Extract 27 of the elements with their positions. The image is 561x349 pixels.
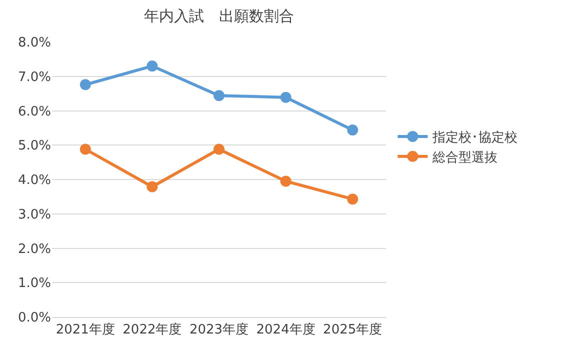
point xyxy=(214,144,224,155)
point xyxy=(214,90,224,102)
x-tick-label: 2022年度 xyxy=(122,322,182,338)
y-tick-label: 3.0% xyxy=(18,207,51,222)
point xyxy=(80,144,91,155)
y-tick-label: 2.0% xyxy=(18,242,51,257)
point xyxy=(146,181,158,192)
x-tick-label: 2023年度 xyxy=(189,322,249,338)
point xyxy=(146,60,158,72)
point xyxy=(347,194,358,205)
point xyxy=(280,176,292,187)
x-tick-label: 2024年度 xyxy=(256,322,316,338)
point xyxy=(280,92,292,103)
chart-title: 年内入試 出願数割合 xyxy=(144,6,294,25)
x-tick-label: 2025年度 xyxy=(323,322,382,338)
y-tick-label: 7.0% xyxy=(18,70,51,85)
y-tick-label: 1.0% xyxy=(18,276,51,292)
y-tick-label: 6.0% xyxy=(18,104,51,120)
legend-label: 総合型選抜 xyxy=(432,150,498,166)
y-tick-label: 5.0% xyxy=(18,138,51,154)
x-tick-label: 2021年度 xyxy=(56,322,115,338)
y-tick-label: 8.0% xyxy=(18,36,51,51)
y-tick-label: 4.0% xyxy=(18,173,51,188)
y-tick-label: 0.0% xyxy=(18,310,51,326)
point xyxy=(80,79,91,90)
legend-label: 指定校･協定校 xyxy=(432,130,518,146)
point xyxy=(347,124,358,136)
